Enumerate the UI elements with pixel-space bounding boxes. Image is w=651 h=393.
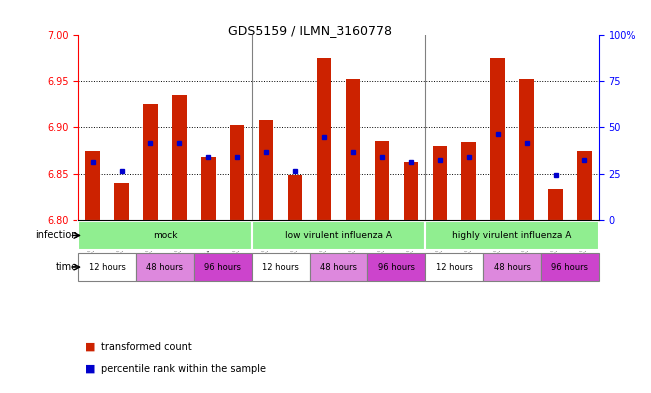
FancyBboxPatch shape [483, 253, 541, 281]
Bar [432, 146, 447, 220]
Text: 12 hours: 12 hours [89, 263, 126, 272]
Text: 48 hours: 48 hours [320, 263, 357, 272]
Bar [375, 141, 389, 220]
Text: transformed count: transformed count [101, 342, 191, 352]
Text: mock: mock [153, 231, 177, 240]
Bar [519, 79, 534, 220]
Bar [346, 79, 360, 220]
Bar [404, 162, 418, 220]
Bar [230, 125, 245, 220]
Text: highly virulent influenza A: highly virulent influenza A [452, 231, 572, 240]
FancyBboxPatch shape [367, 253, 425, 281]
Text: infection: infection [36, 230, 78, 241]
Text: percentile rank within the sample: percentile rank within the sample [101, 364, 266, 373]
Text: GDS5159 / ILMN_3160778: GDS5159 / ILMN_3160778 [228, 24, 392, 37]
Text: 96 hours: 96 hours [551, 263, 589, 272]
Text: 48 hours: 48 hours [493, 263, 531, 272]
Text: low virulent influenza A: low virulent influenza A [285, 231, 392, 240]
Bar [143, 105, 158, 220]
Bar [490, 59, 505, 220]
FancyBboxPatch shape [541, 253, 599, 281]
Bar [577, 151, 592, 220]
Bar [259, 120, 273, 220]
Text: 96 hours: 96 hours [378, 263, 415, 272]
FancyBboxPatch shape [194, 253, 252, 281]
Bar [115, 183, 129, 220]
Bar [85, 151, 100, 220]
FancyBboxPatch shape [425, 221, 599, 250]
FancyBboxPatch shape [136, 253, 194, 281]
Bar [172, 95, 187, 220]
Text: ■: ■ [85, 342, 95, 352]
Text: 12 hours: 12 hours [262, 263, 299, 272]
FancyBboxPatch shape [252, 221, 425, 250]
FancyBboxPatch shape [252, 253, 310, 281]
FancyBboxPatch shape [425, 253, 483, 281]
Text: time: time [56, 262, 78, 272]
Text: 96 hours: 96 hours [204, 263, 242, 272]
Bar [548, 189, 562, 220]
FancyBboxPatch shape [78, 253, 136, 281]
FancyBboxPatch shape [78, 221, 252, 250]
Text: ■: ■ [85, 364, 95, 373]
Bar [201, 157, 215, 220]
Bar [317, 59, 331, 220]
Bar [462, 142, 476, 220]
FancyBboxPatch shape [310, 253, 367, 281]
Text: 48 hours: 48 hours [146, 263, 184, 272]
Text: 12 hours: 12 hours [436, 263, 473, 272]
Bar [288, 175, 302, 220]
